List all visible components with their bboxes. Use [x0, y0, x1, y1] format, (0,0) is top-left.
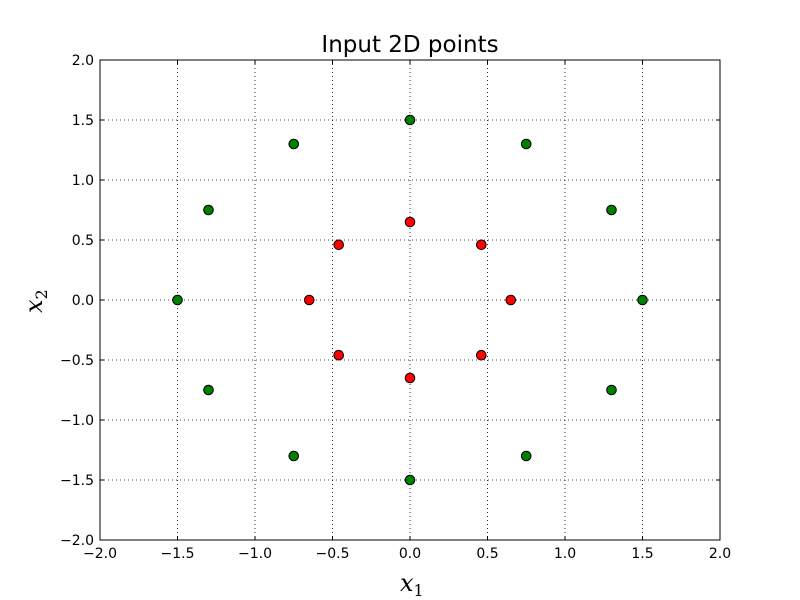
green-point: [520, 450, 532, 462]
y-tick-label: 1.0: [72, 173, 94, 189]
y-tick-label: 0.0: [72, 293, 94, 309]
y-tick-label: −1.5: [60, 473, 94, 489]
red-point: [476, 239, 487, 251]
y-tick-labels: −2.0 −1.5 −1.0 −0.5 0.0 0.5 1.0 1.5 2.0: [60, 53, 94, 549]
green-point: [404, 474, 416, 486]
x-tick-label: 1.0: [554, 546, 576, 562]
green-point: [520, 138, 532, 150]
y-tick-label: 2.0: [72, 53, 94, 69]
x-axis-label-main: x: [400, 569, 414, 597]
x-axis-label-subscript: 1: [414, 581, 424, 600]
x-tick-label: −2.0: [83, 546, 117, 562]
y-axis-label-main: x: [20, 299, 48, 313]
x-tick-label: 2.0: [709, 546, 731, 562]
green-point: [172, 294, 183, 306]
x-tick-label: 0.0: [399, 546, 421, 562]
chart-title: Input 2D points: [321, 32, 498, 58]
y-axis-label-subscript: 2: [32, 289, 51, 299]
y-tick-label: −0.5: [60, 353, 94, 369]
green-point: [606, 384, 617, 396]
x-tick-label: −0.5: [316, 546, 350, 562]
grid-lines: [100, 60, 720, 540]
y-tick-label: 1.5: [72, 113, 94, 129]
plot-frame: [99, 59, 721, 541]
red-point: [333, 349, 345, 361]
y-axis-label: x2: [20, 289, 51, 313]
green-point: [606, 204, 617, 216]
x-tick-label: 0.5: [476, 546, 498, 562]
green-point: [288, 450, 300, 462]
green-point: [203, 384, 214, 396]
red-point: [303, 294, 315, 306]
x-tick-label: −1.0: [238, 546, 272, 562]
data-points: [172, 114, 648, 486]
x-axis-label: x1: [400, 569, 424, 600]
red-point: [404, 372, 416, 384]
green-point: [203, 204, 214, 216]
green-point: [404, 114, 416, 126]
red-point: [476, 349, 487, 361]
x-tick-label: −1.5: [161, 546, 195, 562]
green-point: [637, 294, 648, 306]
y-tick-label: −2.0: [60, 533, 94, 549]
red-point: [505, 294, 517, 306]
x-tick-labels: −2.0 −1.5 −1.0 −0.5 0.0 0.5 1.0 1.5 2.0: [83, 546, 731, 562]
red-point: [333, 239, 345, 251]
y-tick-label: −1.0: [60, 413, 94, 429]
y-tick-label: 0.5: [72, 233, 94, 249]
x-tick-label: 1.5: [631, 546, 653, 562]
red-point: [404, 216, 416, 228]
green-point: [288, 138, 300, 150]
